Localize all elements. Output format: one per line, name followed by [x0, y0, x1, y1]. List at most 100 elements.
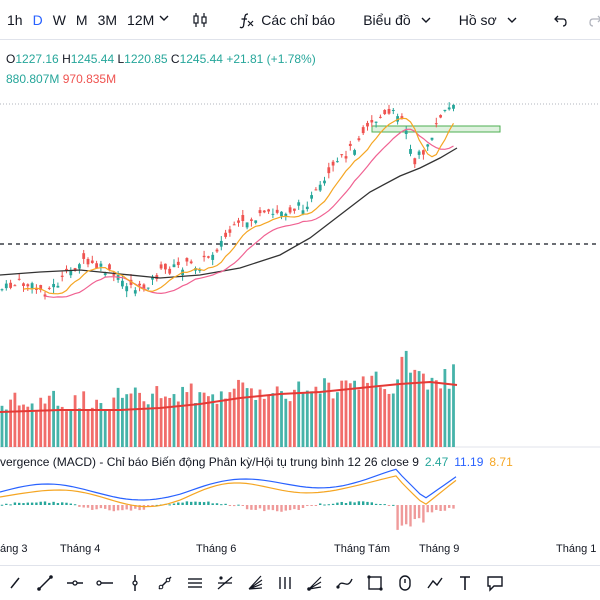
volume-bar: [133, 387, 137, 447]
candle-body: [146, 287, 150, 289]
horizontal-line-icon[interactable]: [60, 568, 90, 598]
macd-histogram-bar: [319, 503, 322, 505]
path-icon[interactable]: [420, 568, 450, 598]
redo-button[interactable]: [581, 0, 600, 40]
macd-histogram-bar: [383, 504, 386, 506]
volume-bar: [262, 398, 266, 447]
volume-bar: [318, 393, 322, 447]
text-icon[interactable]: [450, 568, 480, 598]
macd-histogram-bar: [0, 504, 4, 506]
volume-bar: [366, 382, 369, 447]
candle-body: [138, 283, 141, 286]
gann-fan-icon[interactable]: [240, 568, 270, 598]
horizontal-ray-icon[interactable]: [90, 568, 120, 598]
macd-histogram-bar: [220, 504, 223, 506]
candle-body: [4, 283, 8, 289]
fib-fan-icon[interactable]: [300, 568, 330, 598]
candle-body: [250, 219, 253, 221]
candle-body: [108, 264, 111, 270]
macd-histogram-bar: [43, 501, 47, 505]
timeframe-12m[interactable]: 12M: [127, 11, 155, 28]
volume-bar: [245, 388, 249, 447]
pointer-icon[interactable]: [0, 568, 30, 598]
time-axis[interactable]: áng 3 Tháng 4 Tháng 6 Tháng Tám Tháng 9 …: [0, 543, 600, 559]
volume-bar: [254, 399, 258, 447]
curve-icon[interactable]: [330, 568, 360, 598]
volume-bar: [155, 386, 159, 447]
pitchfork-icon[interactable]: [210, 568, 240, 598]
candle-body: [90, 260, 94, 263]
macd-histogram-bar: [241, 505, 244, 506]
candle-body: [374, 121, 378, 123]
macd-histogram-bar: [95, 505, 98, 510]
volume-bar: [357, 389, 361, 447]
parallel-channel-icon[interactable]: [180, 568, 210, 598]
macd-histogram-bar: [142, 505, 146, 510]
callout-icon[interactable]: [480, 568, 510, 598]
volume-bar: [422, 373, 425, 447]
candle-body: [125, 286, 129, 292]
macd-histogram-bar: [293, 505, 296, 510]
candle-body: [422, 150, 425, 155]
timeframe-w[interactable]: W: [52, 11, 66, 28]
candle-body: [400, 116, 404, 120]
volume-bar: [434, 380, 438, 447]
macd-histogram-bar: [301, 505, 305, 508]
trend-line-icon[interactable]: [30, 568, 60, 598]
volume-bar: [301, 392, 305, 447]
volume-bar: [409, 372, 412, 447]
chart-type-dropdown[interactable]: Biểu đồ: [357, 0, 436, 40]
timeframe-d[interactable]: D: [32, 11, 43, 28]
candle-body: [288, 207, 292, 213]
rectangle-icon[interactable]: [360, 568, 390, 598]
macd-histogram-bar: [422, 505, 425, 523]
candle-body: [9, 282, 12, 288]
timeframe-3m[interactable]: 3M: [97, 11, 118, 28]
volume-bar: [452, 364, 455, 447]
timeframe-1h[interactable]: 1h: [7, 11, 23, 28]
ray-icon[interactable]: [150, 568, 180, 598]
volume-bar: [17, 405, 21, 447]
macd-histogram-bar: [82, 505, 85, 508]
macd-histogram-bar: [413, 505, 416, 520]
candle-body: [331, 161, 335, 166]
volume-bar: [90, 407, 94, 447]
macd-histogram-bar: [78, 505, 81, 507]
volume-bar: [267, 394, 270, 447]
xaxis-label: Tháng 6: [196, 543, 237, 555]
macd-histogram-bar: [284, 505, 287, 511]
candle-body: [387, 108, 391, 114]
macd-histogram-bar: [61, 502, 64, 505]
vertical-line-icon[interactable]: [120, 568, 150, 598]
elliott-wave-icon[interactable]: [270, 568, 300, 598]
volume-bar: [121, 397, 124, 447]
volume-bar: [361, 376, 365, 447]
volume-bar: [400, 356, 404, 447]
volume-bar: [288, 401, 292, 447]
timeframe-chevron-down-icon[interactable]: [159, 13, 169, 26]
undo-button[interactable]: [545, 0, 575, 40]
volume-bar: [108, 410, 111, 447]
macd-histogram-bar: [112, 505, 115, 512]
macd-histogram-bar: [26, 502, 29, 505]
timeframe-m[interactable]: M: [75, 11, 88, 28]
indicators-button[interactable]: Các chỉ báo: [231, 0, 341, 40]
candle-body: [211, 254, 215, 260]
chart-style-button[interactable]: [185, 0, 215, 40]
candle-body: [284, 213, 288, 217]
long-position-icon[interactable]: [390, 568, 420, 598]
price-chart[interactable]: [0, 40, 600, 565]
volume-bar: [95, 399, 98, 447]
volume-bar: [172, 394, 176, 447]
volume-bar: [73, 395, 77, 447]
candle-body: [413, 158, 417, 165]
macd-histogram-bar: [202, 502, 206, 505]
macd-histogram-bar: [233, 505, 236, 507]
candle-body: [103, 273, 107, 275]
macd-histogram-bar: [134, 505, 137, 509]
candle-body: [185, 258, 189, 262]
macd-histogram-bar: [314, 505, 318, 506]
macd-histogram-bar: [138, 505, 141, 511]
low-value: 1220.85: [124, 52, 168, 66]
profile-dropdown[interactable]: Hồ sơ: [453, 0, 523, 40]
